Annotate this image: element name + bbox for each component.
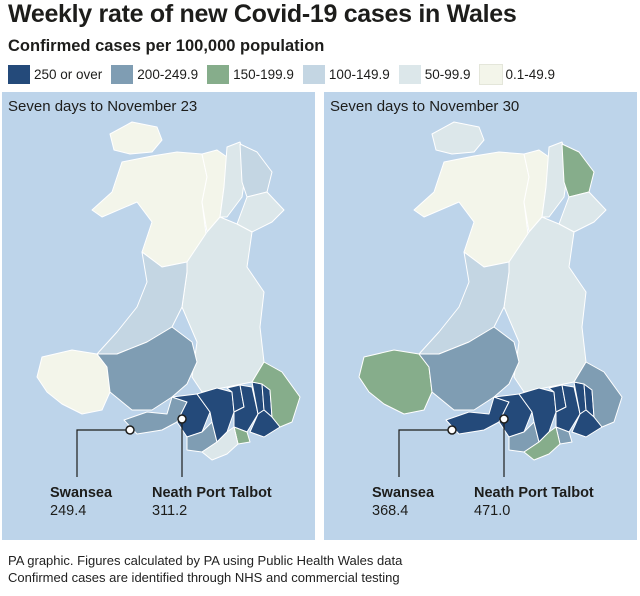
callout-value: 471.0 <box>474 503 511 519</box>
region-wrexham <box>236 191 285 233</box>
legend-item: 50-99.9 <box>398 64 471 84</box>
legend-label: 0.1-49.9 <box>505 66 556 82</box>
map-panel-nov30: Seven days to November 30 <box>324 92 637 540</box>
legend-swatch <box>111 64 134 84</box>
legend-item: 0.1-49.9 <box>478 63 556 85</box>
legend-title: Confirmed cases per 100,000 population <box>8 37 325 55</box>
legend-item: 200-249.9 <box>111 64 199 84</box>
map-title: Seven days to November 30 <box>330 98 520 115</box>
legend-swatch <box>302 64 325 84</box>
callout-npt-dot <box>177 414 187 424</box>
legend-item: 150-199.9 <box>207 64 294 84</box>
region-anglesey <box>109 121 163 155</box>
callout-swansea-dot <box>125 425 135 435</box>
callout-swansea-line <box>398 429 452 477</box>
map-panel-nov23: Seven days to November 23 <box>2 92 315 540</box>
legend-label: 100-149.9 <box>328 66 390 82</box>
region-vale <box>523 426 561 461</box>
region-flintshire <box>561 143 595 198</box>
region-flintshire <box>239 143 273 198</box>
footer-source: PA graphic. Figures calculated by PA usi… <box>8 553 403 568</box>
footer-notes: PA graphic. Figures calculated by PA usi… <box>8 552 402 586</box>
region-carmarthenshire <box>96 326 198 411</box>
wales-map <box>358 121 623 477</box>
legend-label: 150-199.9 <box>233 66 294 82</box>
legend-swatch <box>8 64 30 84</box>
legend-swatch <box>478 63 503 85</box>
legend-swatch <box>398 64 421 84</box>
region-gwynedd <box>91 151 208 268</box>
legend-label: 200-249.9 <box>137 66 199 82</box>
region-vale <box>201 426 239 461</box>
legend-label: 50-99.9 <box>424 66 471 82</box>
callout-name: Neath Port Talbot <box>474 485 594 501</box>
callout-value: 368.4 <box>372 503 409 519</box>
callout-swansea-dot <box>447 425 457 435</box>
callout-swansea: Swansea 368.4 <box>372 484 434 520</box>
callout-value: 311.2 <box>152 503 188 519</box>
region-gwynedd <box>413 151 530 268</box>
legend: 250 or over 200-249.9 150-199.9 100-149.… <box>8 63 564 85</box>
callout-name: Neath Port Talbot <box>152 485 272 501</box>
region-anglesey <box>431 121 485 155</box>
callout-name: Swansea <box>372 485 435 501</box>
region-monmouthshire <box>573 361 623 428</box>
wales-map <box>36 121 301 477</box>
footer-note: Confirmed cases are identified through N… <box>8 570 400 585</box>
page-title: Weekly rate of new Covid-19 cases in Wal… <box>8 0 517 28</box>
legend-item: 100-149.9 <box>302 64 390 84</box>
region-monmouthshire <box>251 361 301 428</box>
legend-item: 250 or over <box>8 64 103 84</box>
callout-npt-dot <box>499 414 509 424</box>
region-carmarthenshire <box>418 326 520 411</box>
region-pembrokeshire <box>358 349 433 415</box>
callout-neath-port-talbot: Neath Port Talbot 311.2 <box>152 484 272 520</box>
region-wrexham <box>558 191 607 233</box>
callout-neath-port-talbot: Neath Port Talbot 471.0 <box>474 484 594 520</box>
legend-swatch <box>207 64 230 84</box>
callout-swansea: Swansea 249.4 <box>50 484 112 520</box>
callout-swansea-line <box>76 429 130 477</box>
callout-name: Swansea <box>50 485 113 501</box>
region-pembrokeshire <box>36 349 111 415</box>
legend-label: 250 or over <box>34 66 103 82</box>
callout-value: 249.4 <box>50 503 87 519</box>
map-title: Seven days to November 23 <box>8 98 198 115</box>
